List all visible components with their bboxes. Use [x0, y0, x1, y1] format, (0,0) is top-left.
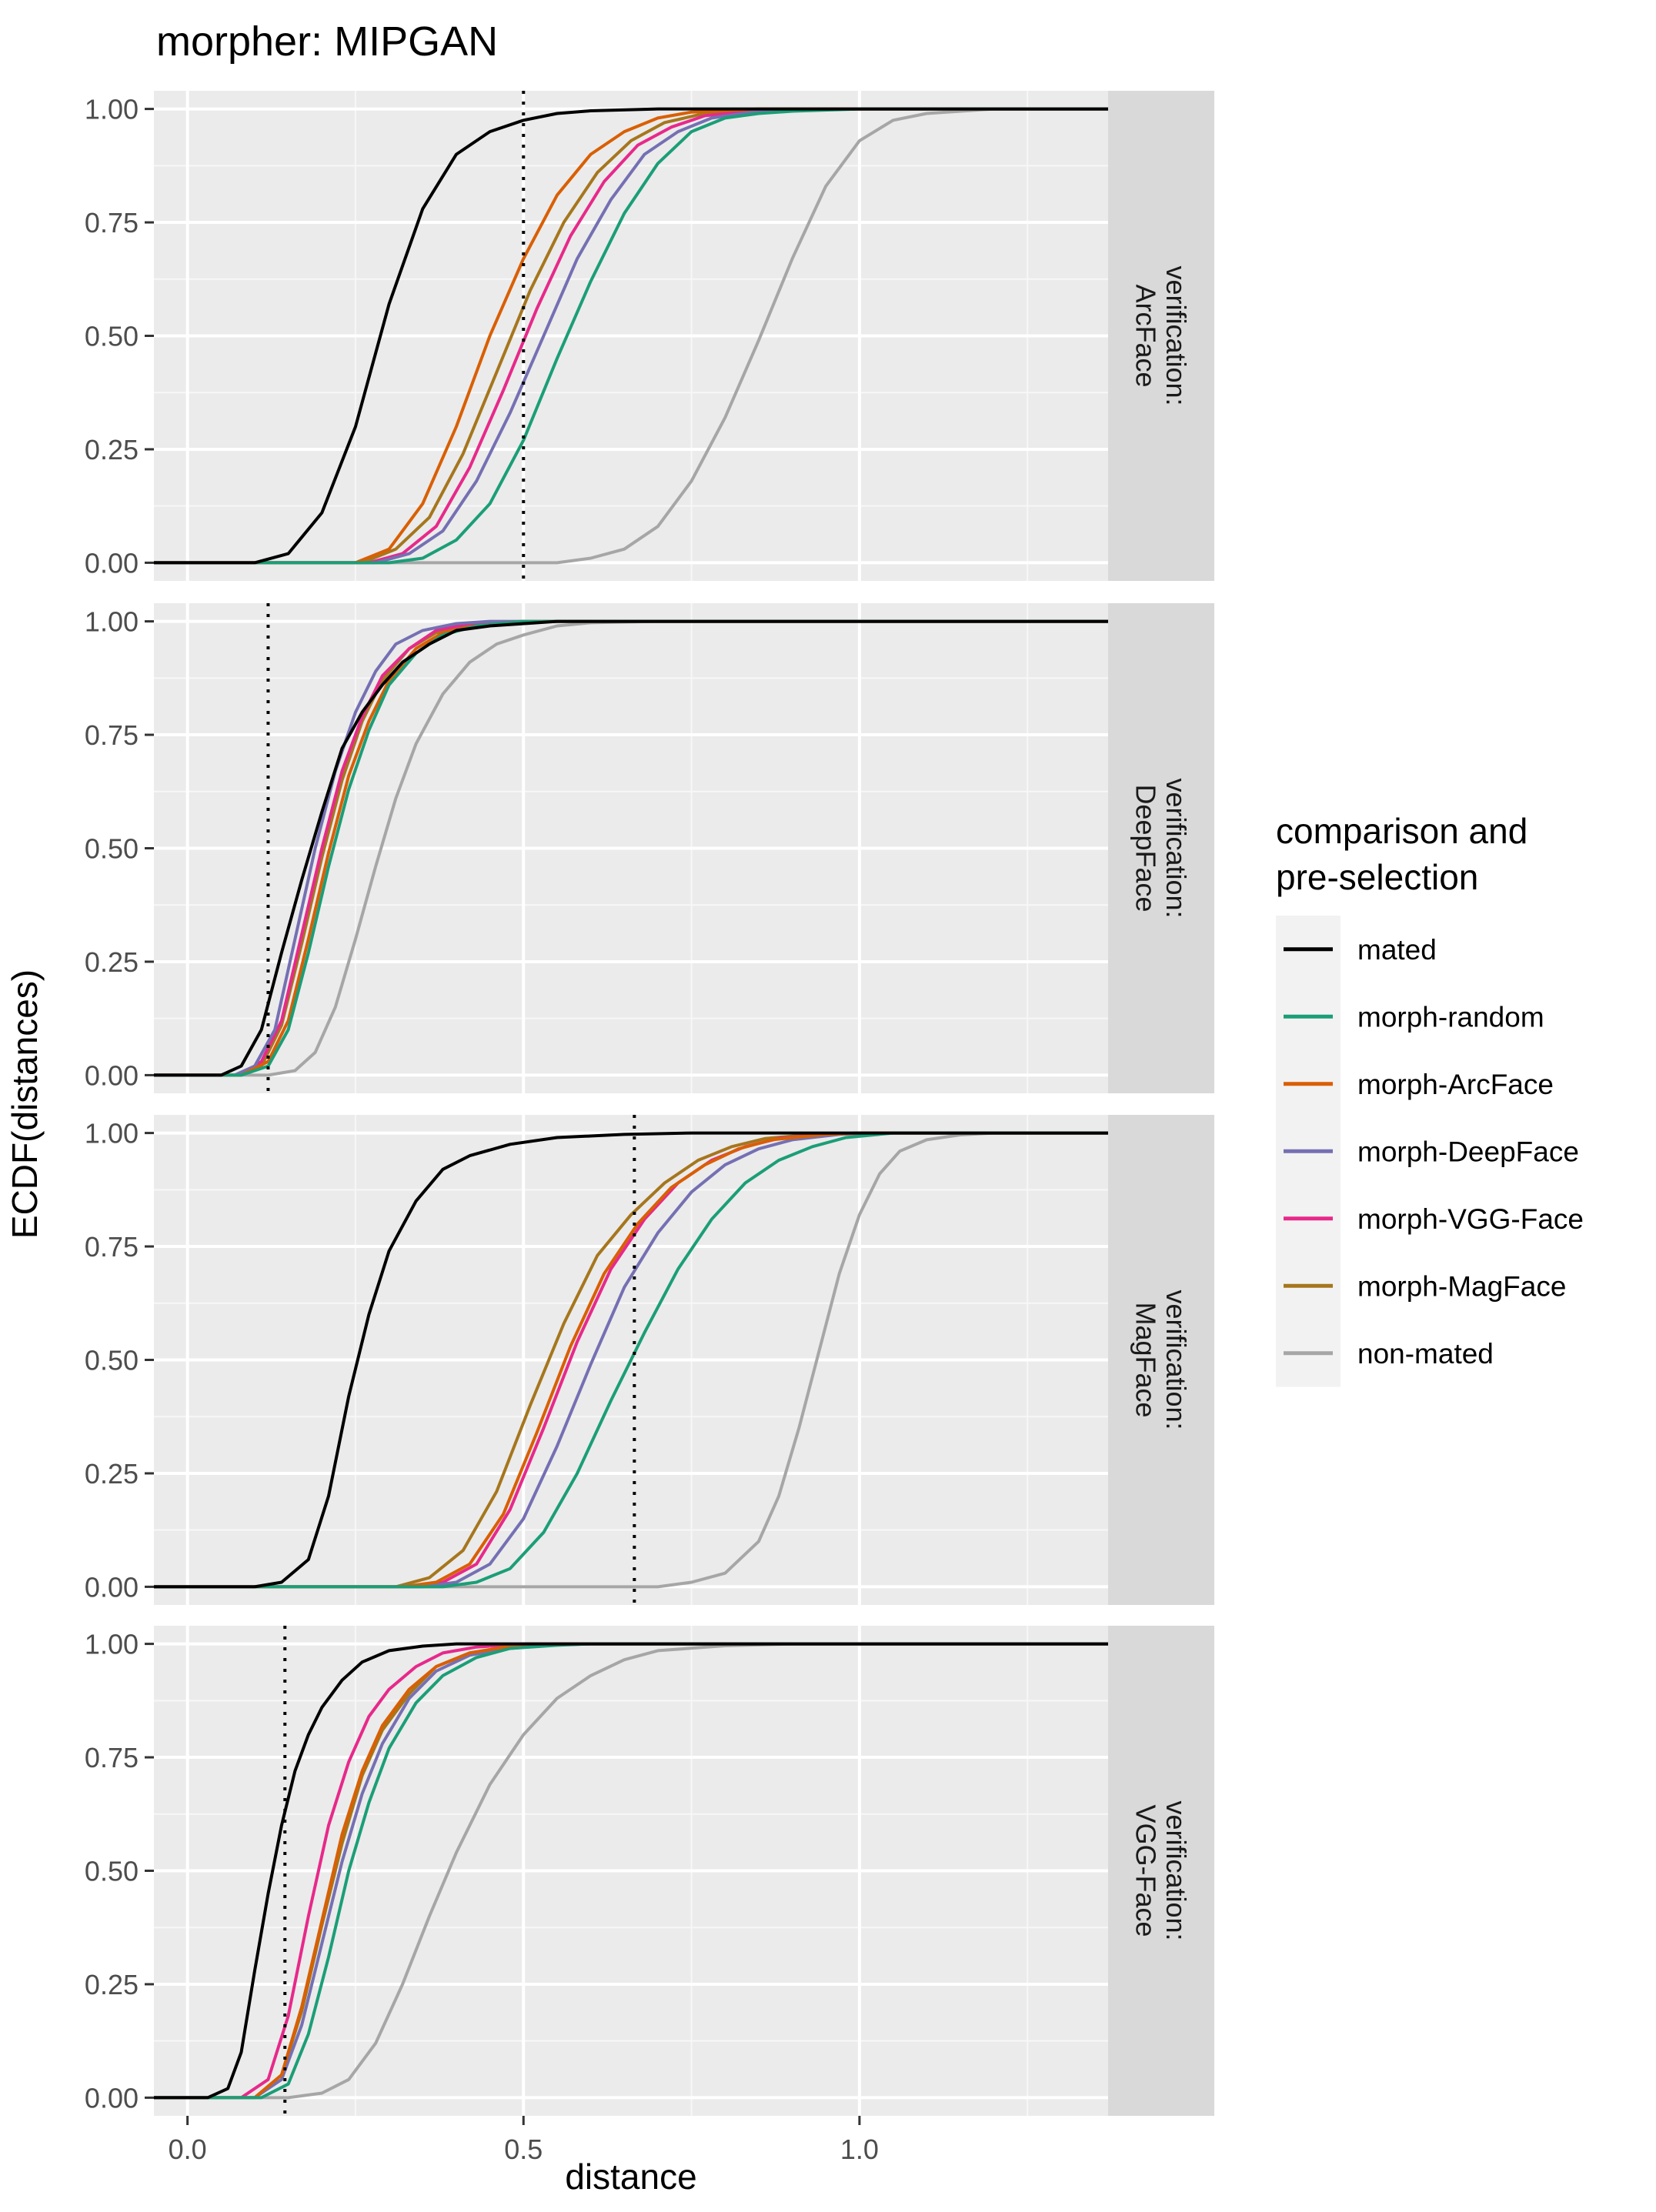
legend-label: morph-DeepFace [1357, 1136, 1579, 1167]
curve-morph-vgg-face [154, 107, 1108, 565]
y-tick-label: 1.00 [85, 1118, 139, 1149]
facet-panel-3: 0.00 0.25 0.50 0.75 1.00 verification:MagFace [85, 1115, 1214, 1605]
facet-strip [1108, 1626, 1214, 2116]
x-tick-label: 0.0 [169, 2134, 207, 2165]
curve-mated [154, 107, 1108, 565]
legend-title-line: comparison and [1276, 811, 1527, 851]
y-tick-label: 0.25 [85, 1458, 139, 1490]
strip-label-line: MagFace [1130, 1302, 1162, 1417]
y-tick-label: 0.00 [85, 1571, 139, 1603]
legend-item-mated: mated [1276, 916, 1437, 983]
facet-panel-4: 0.00 0.25 0.50 0.75 1.00 verification:VGG-Fac… [85, 1626, 1214, 2116]
y-tick-label: 0.25 [85, 946, 139, 978]
legend-label: morph-random [1357, 1001, 1544, 1033]
curve-morph-vgg-face [154, 619, 1108, 1077]
y-tick-label: 1.00 [85, 94, 139, 125]
curve-morph-random [154, 1642, 1108, 2100]
facet-strip-label: verification:DeepFace [1130, 778, 1193, 918]
y-tick-label: 1.00 [85, 1629, 139, 1660]
legend-item-morph-magface: morph-MagFace [1276, 1252, 1566, 1320]
facet-strip [1108, 1115, 1214, 1605]
curve-morph-arcface [154, 1131, 1108, 1589]
curve-morph-vgg-face [154, 1642, 1108, 2100]
strip-label-line: ArcFace [1130, 284, 1162, 387]
curve-morph-arcface [154, 1642, 1108, 2100]
strip-label-line: VGG-Face [1130, 1804, 1162, 1937]
y-tick-label: 0.75 [85, 719, 139, 751]
facet-strip [1108, 603, 1214, 1093]
curve-non-mated [154, 1642, 1108, 2100]
legend-label: non-mated [1357, 1338, 1494, 1370]
curve-non-mated [154, 107, 1108, 565]
y-tick-label: 0.25 [85, 434, 139, 465]
x-axis-label: distance [565, 2157, 696, 2197]
y-tick-label: 1.00 [85, 606, 139, 638]
facet-panel-1: 0.00 0.25 0.50 0.75 1.00 verification:ArcFace [85, 91, 1214, 581]
legend-label: morph-VGG-Face [1357, 1203, 1584, 1235]
curve-morph-deepface [154, 1131, 1108, 1589]
curves-group [154, 107, 1108, 565]
y-tick-label: 0.25 [85, 1969, 139, 2000]
y-tick-label: 0.50 [85, 1856, 139, 1887]
legend-item-morph-random: morph-random [1276, 983, 1544, 1050]
curve-mated [154, 619, 1108, 1077]
legend-item-non-mated: non-mated [1276, 1320, 1494, 1387]
curve-morph-random [154, 1131, 1108, 1589]
x-tick-label: 1.0 [840, 2134, 879, 2165]
legend-title-line: pre-selection [1276, 857, 1478, 897]
facet-strip-label: verification:ArcFace [1130, 265, 1193, 405]
legend-item-morph-vgg-face: morph-VGG-Face [1276, 1185, 1584, 1253]
facet-strip [1108, 91, 1214, 581]
legend-label: morph-MagFace [1357, 1270, 1566, 1302]
legend-item-morph-arcface: morph-ArcFace [1276, 1050, 1554, 1118]
y-axis-label: ECDF(distances) [5, 969, 45, 1239]
strip-label-line: verification: [1160, 1800, 1192, 1940]
curves-group [154, 1131, 1108, 1589]
strip-label-line: verification: [1160, 265, 1192, 405]
curve-non-mated [154, 619, 1108, 1077]
curve-morph-arcface [154, 107, 1108, 565]
curve-mated [154, 1642, 1108, 2100]
legend-label: morph-ArcFace [1357, 1069, 1554, 1100]
y-tick-label: 0.75 [85, 1231, 139, 1263]
legend: comparison and pre-selection mated morph-ra… [1276, 811, 1584, 1387]
y-tick-label: 0.00 [85, 547, 139, 579]
chart-title: morpher: MIPGAN [156, 18, 498, 65]
curve-mated [154, 1131, 1108, 1589]
x-tick-label: 0.5 [504, 2134, 543, 2165]
y-tick-label: 0.75 [85, 207, 139, 239]
curve-non-mated [154, 1131, 1108, 1589]
curves-group [154, 619, 1108, 1077]
legend-label: mated [1357, 934, 1437, 966]
y-tick-label: 0.75 [85, 1742, 139, 1773]
y-tick-label: 0.00 [85, 2082, 139, 2114]
facet-panel-2: 0.00 0.25 0.50 0.75 1.00 verification:DeepFac… [85, 603, 1214, 1093]
strip-label-line: verification: [1160, 1289, 1192, 1430]
strip-label-line: verification: [1160, 778, 1192, 918]
y-tick-label: 0.50 [85, 1345, 139, 1376]
y-tick-label: 0.50 [85, 833, 139, 865]
strip-label-line: DeepFace [1130, 784, 1162, 912]
legend-item-morph-deepface: morph-DeepFace [1276, 1117, 1579, 1185]
facet-strip-label: verification:VGG-Face [1130, 1800, 1193, 1940]
curve-morph-random [154, 107, 1108, 565]
facet-strip-label: verification:MagFace [1130, 1289, 1193, 1430]
y-tick-label: 0.50 [85, 321, 139, 352]
y-tick-label: 0.00 [85, 1059, 139, 1091]
curves-group [154, 1642, 1108, 2100]
curve-morph-deepface [154, 107, 1108, 565]
